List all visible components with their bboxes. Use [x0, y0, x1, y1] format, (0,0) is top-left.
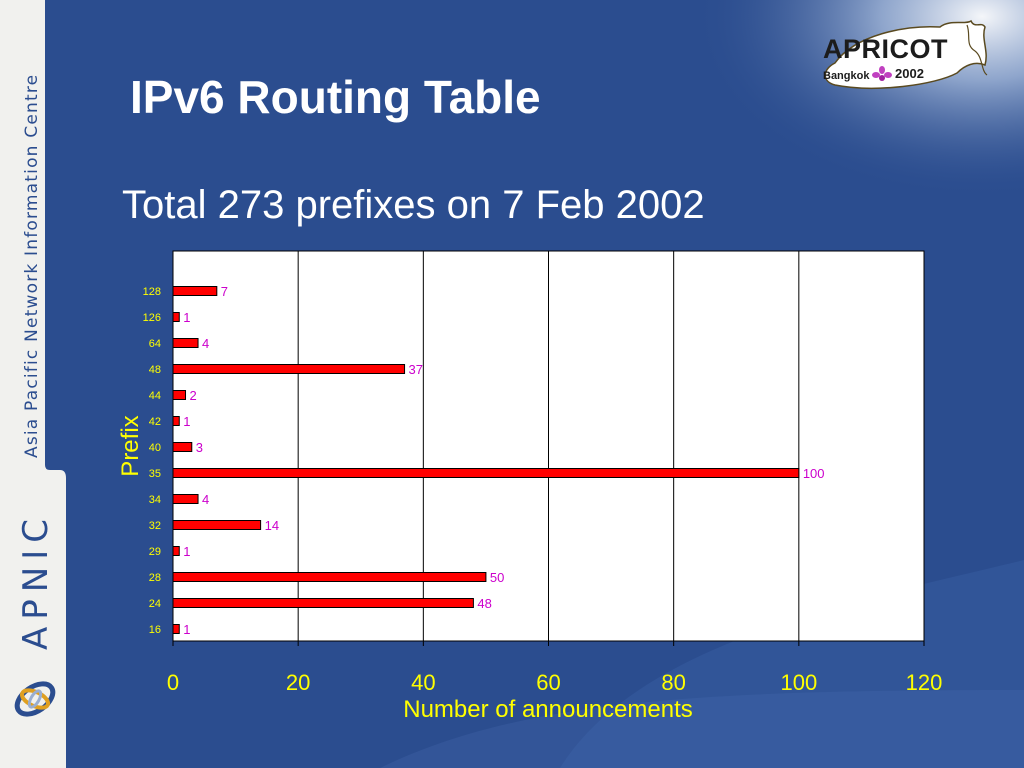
event-city: Bangkok — [823, 70, 870, 82]
x-tick-label: 0 — [167, 670, 179, 695]
y-tick-label: 34 — [149, 494, 161, 506]
y-tick-label: 28 — [149, 572, 161, 584]
bar-data-label: 1 — [183, 414, 190, 429]
x-tick-label: 40 — [411, 670, 435, 695]
slide-title: IPv6 Routing Table — [130, 71, 541, 123]
y-axis-title: Prefix — [117, 415, 144, 476]
bar-data-label: 100 — [803, 466, 825, 481]
bar-prefix-64 — [172, 338, 199, 348]
orchid-flower-icon — [872, 66, 892, 81]
bar-prefix-24 — [172, 598, 474, 608]
bar-data-label: 1 — [183, 310, 190, 325]
bar-data-label: 48 — [477, 596, 491, 611]
bar-prefix-128 — [172, 286, 218, 296]
bar-data-label: 3 — [196, 440, 203, 455]
bar-data-label: 14 — [265, 518, 279, 533]
y-tick-label: 44 — [149, 390, 161, 402]
y-tick-label: 32 — [149, 520, 161, 532]
event-year: 2002 — [895, 66, 924, 81]
bar-prefix-28 — [172, 572, 487, 582]
bar-prefix-42 — [172, 416, 180, 426]
slide-subtitle: Total 273 prefixes on 7 Feb 2002 — [122, 183, 705, 227]
bar-prefix-126 — [172, 312, 180, 322]
event-name: APRICOT — [823, 34, 948, 64]
y-tick-label: 48 — [149, 364, 161, 376]
bar-data-label: 4 — [202, 492, 209, 507]
bar-prefix-40 — [172, 442, 193, 452]
bar-prefix-48 — [172, 364, 406, 374]
y-tick-label: 128 — [143, 286, 161, 298]
bar-data-label: 1 — [183, 544, 190, 559]
y-tick-label: 126 — [143, 312, 161, 324]
apnic-swirl-icon — [14, 681, 56, 717]
bar-prefix-34 — [172, 494, 199, 504]
bar-data-label: 50 — [490, 570, 504, 585]
y-tick-label: 24 — [149, 598, 161, 610]
bar-prefix-32 — [172, 520, 262, 530]
x-tick-label: 20 — [286, 670, 310, 695]
y-tick-label: 16 — [149, 624, 161, 636]
bar-data-label: 4 — [202, 336, 209, 351]
bar-data-label: 37 — [409, 362, 423, 377]
y-tick-label: 29 — [149, 546, 161, 558]
y-tick-label: 40 — [149, 442, 161, 454]
event-logo-outline — [824, 19, 988, 89]
x-tick-label: 100 — [780, 670, 817, 695]
x-tick-label: 60 — [536, 670, 560, 695]
y-tick-label: 64 — [149, 338, 161, 350]
bar-prefix-44 — [172, 390, 187, 400]
bar-data-label: 2 — [190, 388, 197, 403]
x-axis-title: Number of announcements — [403, 696, 693, 723]
y-tick-label: 42 — [149, 416, 161, 428]
x-tick-label: 80 — [661, 670, 685, 695]
bar-prefix-16 — [172, 624, 180, 634]
bar-data-label: 1 — [183, 622, 190, 637]
bar-prefix-29 — [172, 546, 180, 556]
x-tick-label: 120 — [906, 670, 943, 695]
bar-prefix-35 — [172, 468, 800, 478]
bar-data-label: 7 — [221, 284, 228, 299]
y-tick-label: 35 — [149, 468, 161, 480]
